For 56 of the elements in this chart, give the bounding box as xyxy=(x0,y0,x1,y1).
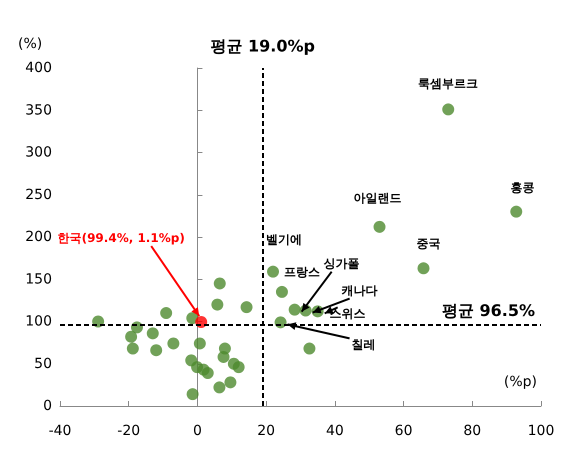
point xyxy=(160,307,172,320)
point xyxy=(213,381,226,394)
point xyxy=(150,344,162,356)
annotation: 홍콩 xyxy=(510,180,534,195)
y-tick-label: 250 xyxy=(25,186,52,203)
y-tick-label: 150 xyxy=(25,271,52,288)
y-tick-label: 300 xyxy=(25,144,52,160)
annotation: 캐나다 xyxy=(340,284,378,298)
ref-line-label: 평균 19.0%p xyxy=(210,36,315,56)
y-tick-label: 50 xyxy=(34,356,52,372)
point xyxy=(276,286,288,298)
point xyxy=(146,327,159,340)
annotation: 칠레 xyxy=(352,337,376,352)
point xyxy=(442,103,454,116)
point xyxy=(186,388,199,400)
point xyxy=(374,220,386,233)
point xyxy=(214,277,226,290)
point xyxy=(194,337,206,350)
point xyxy=(303,342,316,355)
annotation: 중국 xyxy=(416,236,440,250)
point xyxy=(267,266,280,278)
x-axis-title: (%p) xyxy=(504,374,537,390)
x-tick-label: 20 xyxy=(257,423,276,439)
point xyxy=(202,367,214,380)
annotation: 싱가폴 xyxy=(324,256,360,271)
point xyxy=(125,330,138,343)
annotation: 아일랜드 xyxy=(354,190,402,205)
point xyxy=(288,304,301,316)
y-tick-label: 400 xyxy=(25,60,52,76)
x-tick-label: 0 xyxy=(192,423,202,439)
x-tick-label: -40 xyxy=(48,423,72,439)
x-tick-label: -20 xyxy=(117,423,140,439)
point xyxy=(510,206,522,218)
x-tick-label: 80 xyxy=(463,423,482,439)
point xyxy=(167,337,180,350)
ref-line-label: 평균 96.5% xyxy=(442,300,535,320)
y-tick-label: 200 xyxy=(25,229,52,245)
x-tick-label: 60 xyxy=(394,423,412,439)
point xyxy=(232,361,245,374)
point xyxy=(211,298,224,311)
y-axis-title: (%) xyxy=(18,36,42,52)
point xyxy=(126,342,139,355)
y-tick-label: 350 xyxy=(25,102,52,118)
point xyxy=(240,301,253,314)
annotation: 스위스 xyxy=(330,306,366,320)
point xyxy=(224,376,236,388)
y-tick-label: 100 xyxy=(25,314,52,330)
annotation: 벨기에 xyxy=(266,232,302,247)
point xyxy=(218,350,230,363)
annotation: 룩셈부르크 xyxy=(418,76,478,90)
point xyxy=(418,262,430,274)
annotation: 프랑스 xyxy=(284,264,320,279)
x-tick-label: 40 xyxy=(326,423,344,439)
annotation: 한국(99.4%, 1.1%p) xyxy=(58,231,185,246)
y-tick-label: 0 xyxy=(43,398,52,414)
x-tick-label: 100 xyxy=(528,423,554,439)
